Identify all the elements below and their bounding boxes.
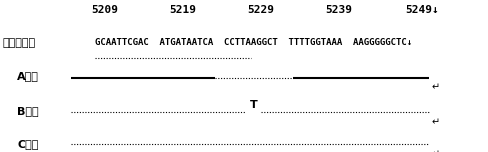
Text: A组：: A组： xyxy=(17,71,39,81)
Text: T: T xyxy=(250,100,258,110)
Text: 5249↓: 5249↓ xyxy=(405,5,439,15)
Text: 标准序列：: 标准序列： xyxy=(2,38,36,48)
Text: ↵: ↵ xyxy=(432,149,440,152)
Text: B组：: B组： xyxy=(17,106,39,116)
Text: 5229: 5229 xyxy=(247,5,275,15)
Text: 5219: 5219 xyxy=(169,5,197,15)
Text: C组：: C组： xyxy=(17,139,39,149)
Text: ↵: ↵ xyxy=(432,82,440,92)
Text: 5209: 5209 xyxy=(91,5,119,15)
Text: GCAATTCGAC  ATGATAATCA  CCTTAAGGCT  TTTTGGTAAA  AAGGGGGCTC↓: GCAATTCGAC ATGATAATCA CCTTAAGGCT TTTTGGT… xyxy=(95,38,412,47)
Text: ↵: ↵ xyxy=(432,117,440,127)
Text: 5239: 5239 xyxy=(325,5,353,15)
